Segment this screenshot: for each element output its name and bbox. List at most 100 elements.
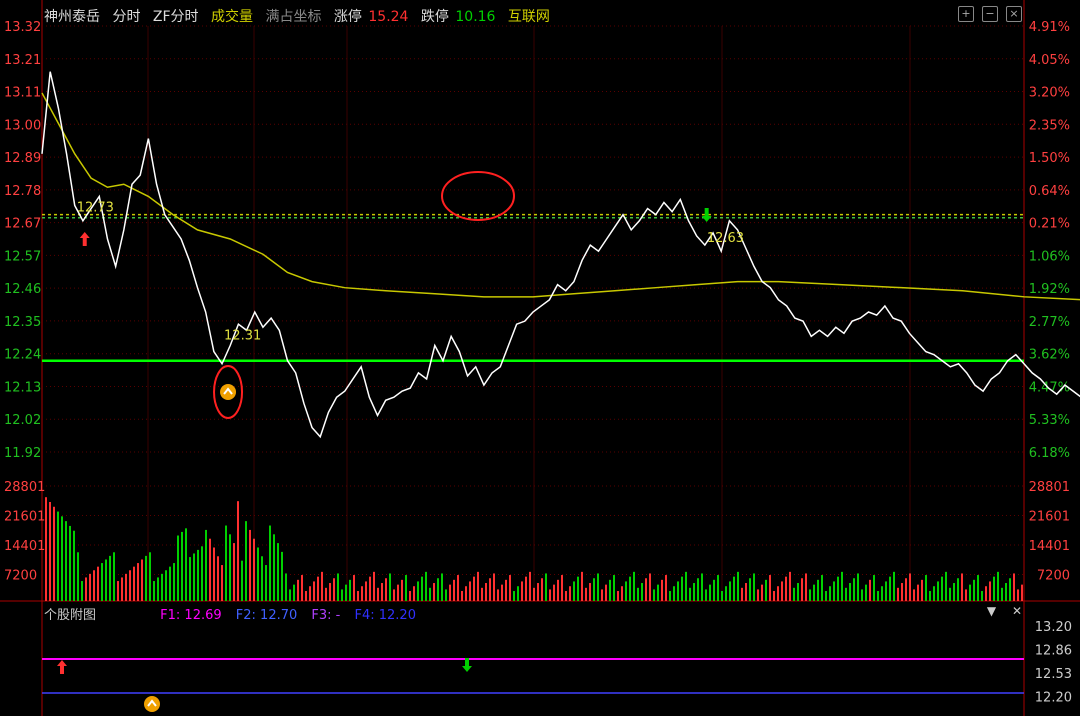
volume-bar	[737, 571, 739, 601]
buy-arrow-icon	[79, 232, 90, 246]
sub-axis-tick-label: 12.86	[1035, 644, 1072, 659]
volume-bar	[905, 578, 907, 601]
limit-up-label: 涨停	[333, 9, 362, 25]
sub-chart-title[interactable]: 个股附图	[44, 608, 97, 623]
volume-bar	[557, 579, 559, 601]
volume-bar	[201, 546, 203, 601]
plus-circle-icon[interactable]: +	[958, 6, 974, 22]
price-annotation: 12.63	[707, 231, 744, 246]
volume-bar	[897, 587, 899, 601]
sub-buy-signal-chevron	[147, 699, 157, 707]
volume-bar	[93, 570, 95, 601]
volume-bar	[1021, 584, 1023, 601]
volume-bar	[693, 583, 695, 601]
volume-bar	[965, 589, 967, 601]
volume-bar	[577, 576, 579, 601]
volume-bar	[481, 587, 483, 601]
volume-bar	[729, 581, 731, 601]
volume-bar	[333, 578, 335, 601]
volume-bar	[629, 576, 631, 601]
volume-bar	[453, 579, 455, 601]
volume-bar	[257, 547, 259, 601]
volume-bar	[409, 591, 411, 601]
volume-bar	[533, 587, 535, 601]
volume-bar	[405, 575, 407, 601]
volume-bar	[325, 587, 327, 601]
percent-tick-label: 0.21%	[1029, 217, 1070, 232]
volume-bar	[541, 578, 543, 601]
volume-bar	[865, 584, 867, 601]
volume-bar	[1001, 587, 1003, 601]
volume-bar	[937, 581, 939, 601]
sub-axis-tick-label: 12.53	[1035, 667, 1072, 682]
volume-bar	[569, 586, 571, 601]
volume-bar	[881, 586, 883, 601]
volume-bar	[637, 587, 639, 601]
volume-bar	[233, 543, 235, 601]
volume-bar	[165, 570, 167, 601]
volume-bar	[993, 576, 995, 601]
volume-bar	[205, 529, 207, 601]
buy-signal-chevron	[223, 387, 233, 395]
sector-label[interactable]: 互联网	[507, 9, 550, 25]
percent-tick-label: 2.77%	[1029, 315, 1070, 330]
volume-bar	[657, 584, 659, 601]
volume-bar	[373, 571, 375, 601]
volume-bar	[697, 578, 699, 601]
volume-bar	[1017, 589, 1019, 601]
tab-zf-minute[interactable]: ZF分时	[152, 9, 199, 25]
volume-bar	[433, 583, 435, 601]
volume-bar	[269, 525, 271, 601]
volume-bar	[537, 583, 539, 601]
volume-bar	[621, 586, 623, 601]
limit-up-value: 15.24	[368, 9, 409, 25]
volume-bar	[857, 573, 859, 601]
volume-bar	[389, 573, 391, 601]
volume-bar	[177, 535, 179, 601]
volume-bar	[573, 581, 575, 601]
volume-bar	[641, 583, 643, 601]
volume-bar	[725, 586, 727, 601]
volume-bar	[985, 586, 987, 601]
volume-bar	[893, 571, 895, 601]
volume-bar	[229, 534, 231, 601]
volume-bar	[685, 571, 687, 601]
volume-bar	[633, 571, 635, 601]
volume-bar	[361, 586, 363, 601]
volume-bar	[117, 581, 119, 601]
price-tick-label: 12.67	[4, 217, 41, 232]
volume-label[interactable]: 成交量	[211, 9, 254, 25]
volume-bar	[929, 591, 931, 601]
volume-bar	[181, 531, 183, 601]
limit-down-label: 跌停	[420, 9, 449, 25]
close-sub-icon[interactable]: ✕	[1011, 604, 1022, 618]
volume-bar	[469, 581, 471, 601]
volume-bar	[733, 576, 735, 601]
close-icon[interactable]: ×	[1006, 6, 1022, 22]
volume-bar	[393, 589, 395, 601]
volume-bar	[873, 575, 875, 601]
volume-bar	[61, 516, 63, 601]
volume-bar	[841, 571, 843, 601]
volume-bar	[145, 555, 147, 601]
volume-bar	[745, 583, 747, 601]
volume-bar	[781, 581, 783, 601]
volume-bar	[829, 586, 831, 601]
volume-bar	[997, 571, 999, 601]
volume-bar	[289, 589, 291, 601]
tab-minute[interactable]: 分时	[112, 9, 141, 25]
price-annotation: 12.73	[77, 201, 114, 216]
volume-bar	[809, 589, 811, 601]
dropdown-icon[interactable]: ▼	[986, 604, 997, 618]
full-axis-label[interactable]: 满占坐标	[265, 9, 322, 25]
volume-bar	[317, 576, 319, 601]
percent-tick-label: 0.64%	[1029, 184, 1070, 199]
volume-bar	[197, 549, 199, 601]
price-tick-label: 12.46	[4, 282, 41, 297]
volume-bar	[501, 584, 503, 601]
percent-tick-label: 2.35%	[1029, 118, 1070, 133]
minus-icon[interactable]: −	[982, 6, 998, 22]
volume-bar	[741, 587, 743, 601]
highlight-circle	[213, 365, 244, 419]
